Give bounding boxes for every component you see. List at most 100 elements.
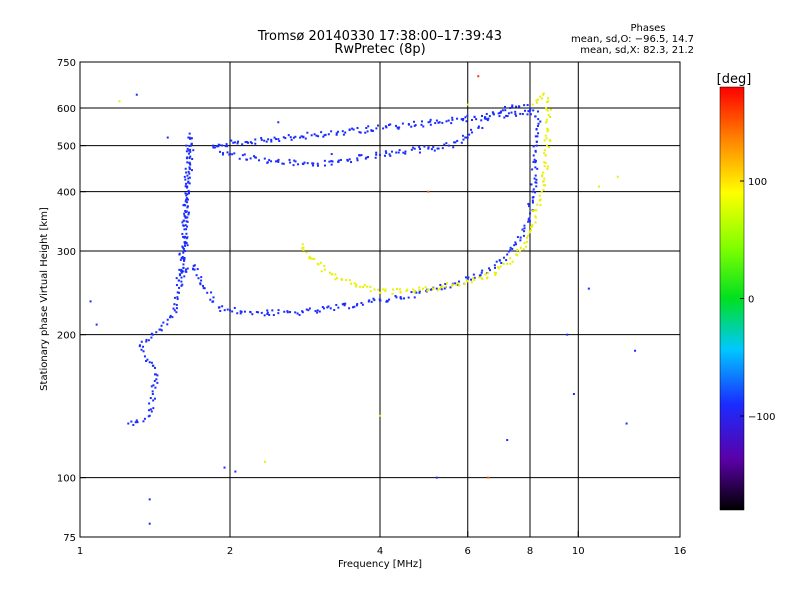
data-point-x: [354, 285, 357, 288]
data-point-o: [382, 127, 385, 130]
data-point-o: [283, 310, 286, 313]
data-point-o: [297, 163, 300, 166]
data-point-x: [530, 226, 533, 229]
data-point-o: [237, 140, 240, 143]
data-point-o: [166, 323, 169, 326]
data-point-o: [434, 122, 437, 125]
data-point-o: [268, 159, 271, 162]
data-point-o: [367, 155, 370, 158]
data-point-o: [311, 162, 314, 165]
data-point-o: [153, 397, 156, 400]
data-point-o: [487, 117, 490, 120]
data-point-o: [186, 267, 189, 270]
data-point-o: [288, 310, 291, 313]
data-point-o: [182, 251, 185, 254]
data-point-o: [166, 318, 169, 321]
data-point-o: [491, 111, 494, 114]
data-point-o: [360, 154, 363, 157]
data-point-o: [180, 284, 183, 287]
data-point-o: [532, 188, 535, 191]
data-point-o: [375, 127, 378, 130]
data-point-o: [518, 105, 521, 108]
data-point-o: [196, 268, 199, 271]
data-point-o: [509, 107, 512, 110]
data-point-o: [217, 143, 220, 146]
data-point-o: [399, 296, 402, 299]
data-point-x: [543, 149, 546, 152]
data-point-x: [545, 137, 548, 140]
data-point-o: [452, 146, 455, 149]
data-point-stray: [135, 93, 138, 96]
data-point-x: [509, 262, 512, 265]
data-point-x: [518, 250, 521, 253]
stats-line-x: mean, sd,X: 82.3, 21.2: [580, 45, 694, 56]
data-point-o: [458, 280, 461, 283]
data-point-o: [223, 309, 226, 312]
data-point-o: [370, 129, 373, 132]
data-point-o: [396, 126, 399, 129]
data-point-o: [189, 137, 192, 140]
data-point-o: [306, 131, 309, 134]
data-point-o: [282, 162, 285, 165]
data-point-o: [190, 142, 193, 145]
data-point-o: [203, 287, 206, 290]
data-point-o: [470, 131, 473, 134]
data-point-o: [312, 162, 315, 165]
data-point-o: [323, 159, 326, 162]
data-point-o: [160, 329, 163, 332]
data-point-x: [379, 291, 382, 294]
data-point-o: [187, 189, 190, 192]
data-point-o: [197, 277, 200, 280]
data-point-o: [188, 176, 191, 179]
data-point-o: [233, 152, 236, 155]
data-point-o: [503, 116, 506, 119]
data-point-o: [192, 149, 195, 152]
data-point-x: [536, 98, 539, 101]
data-point-o: [477, 125, 480, 128]
data-point-o: [142, 420, 145, 423]
x-tick-label: 6: [465, 546, 471, 557]
data-point-o: [415, 291, 418, 294]
data-point-o: [202, 284, 205, 287]
data-point-x: [542, 188, 545, 191]
data-point-o: [367, 300, 370, 303]
data-point-x: [544, 184, 547, 187]
data-point-o: [294, 160, 297, 163]
data-point-o: [528, 217, 531, 220]
data-point-o: [488, 115, 491, 118]
data-point-o: [254, 138, 257, 141]
data-point-x: [362, 285, 365, 288]
data-point-o: [394, 124, 397, 127]
data-point-o: [535, 185, 538, 188]
data-point-o: [183, 256, 186, 259]
data-point-o: [176, 296, 179, 299]
data-point-x: [545, 144, 548, 147]
data-point-o: [193, 268, 196, 271]
data-point-o: [183, 175, 186, 178]
data-point-o: [444, 282, 447, 285]
data-point-o: [305, 308, 308, 311]
data-point-o: [244, 141, 247, 144]
data-point-o: [394, 295, 397, 298]
data-point-o: [313, 133, 316, 136]
data-point-o: [184, 224, 187, 227]
data-point-o: [535, 178, 538, 181]
data-point-o: [292, 136, 295, 139]
data-point-o: [176, 291, 179, 294]
data-point-x: [542, 93, 545, 96]
data-point-o: [509, 246, 512, 249]
data-point-x: [486, 272, 489, 275]
data-point-o: [323, 134, 326, 137]
data-point-o: [500, 261, 503, 264]
data-point-o: [187, 136, 190, 139]
data-point-o: [186, 236, 189, 239]
data-point-x: [541, 97, 544, 100]
data-point-x: [323, 265, 326, 268]
data-point-o: [537, 118, 540, 121]
data-point-o: [461, 119, 464, 122]
data-point-x: [444, 285, 447, 288]
data-point-o: [277, 158, 280, 161]
data-point-o: [427, 146, 430, 149]
data-point-o: [535, 140, 538, 143]
data-point-o: [180, 270, 183, 273]
